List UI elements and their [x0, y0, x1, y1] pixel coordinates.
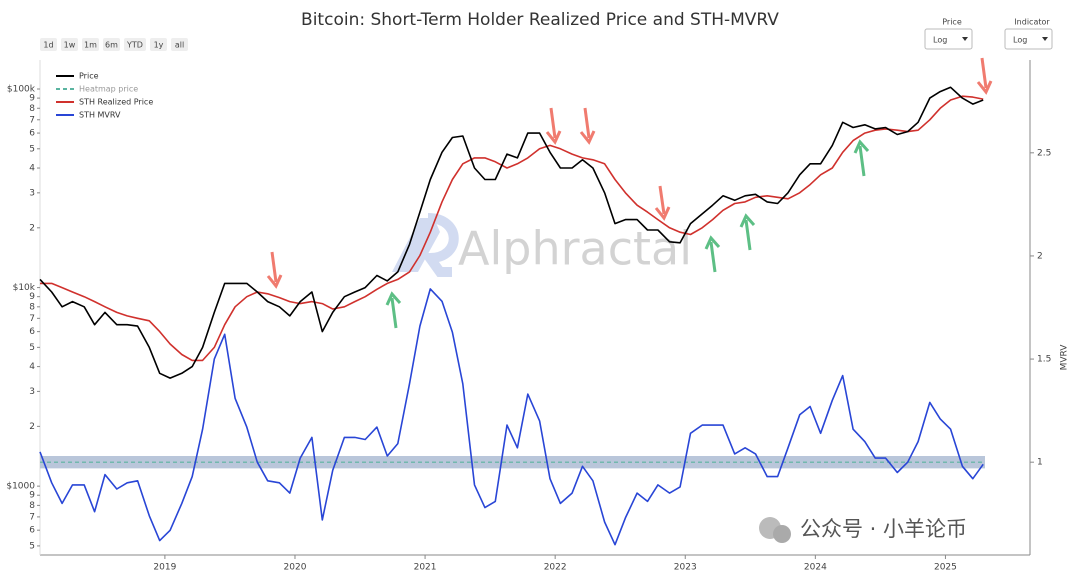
range-button[interactable]: 1y: [150, 38, 167, 51]
range-button-bg[interactable]: [171, 38, 188, 51]
range-button-bg[interactable]: [150, 38, 167, 51]
y-tick-label: 2: [29, 223, 35, 233]
watermark-logo: [420, 213, 459, 277]
range-button-label[interactable]: YTD: [126, 41, 143, 50]
series-line: [39, 86, 984, 379]
y-tick-label: $100k: [7, 85, 36, 95]
control-label: Price: [942, 18, 962, 27]
red-arrow: [545, 107, 562, 145]
range-button-bg[interactable]: [124, 38, 146, 51]
y-tick-label: $1000: [6, 482, 35, 492]
chart-title: Bitcoin: Short-Term Holder Realized Pric…: [301, 10, 779, 30]
y-tick-label: 8: [29, 501, 35, 511]
legend-label: Price: [79, 72, 99, 81]
green-arrow: [853, 139, 870, 177]
footer: 公众号 · 小羊论币: [759, 517, 967, 543]
range-button-label[interactable]: 1d: [43, 41, 53, 50]
footer-text: 公众号 · 小羊论币: [800, 517, 967, 541]
y-tick-label: 3: [29, 387, 35, 397]
watermark: Alphractal: [392, 213, 692, 277]
x-tick-label: 2020: [284, 563, 307, 573]
range-button[interactable]: 1m: [82, 38, 99, 51]
y-tick-label: 4: [29, 164, 35, 174]
x-tick-label: 2019: [153, 563, 176, 573]
y2-tick-label: 1: [1037, 458, 1043, 468]
control-label: Indicator: [1014, 18, 1050, 27]
dropdown-box[interactable]: [924, 28, 973, 50]
green-arrow: [704, 235, 721, 273]
annotation-arrows: [266, 57, 993, 329]
y-tick-label: 6: [29, 327, 35, 337]
y-tick-label: 6: [29, 129, 35, 139]
series-line: [39, 288, 984, 546]
x-tick-label: 2024: [804, 563, 827, 573]
dropdown[interactable]: Log: [924, 28, 973, 50]
range-button-bg[interactable]: [103, 38, 120, 51]
range-button-label[interactable]: 1w: [64, 41, 76, 50]
y-tick-label: 6: [29, 526, 35, 536]
y2-tick-label: 2.5: [1037, 148, 1051, 158]
red-arrow: [579, 107, 596, 145]
x-tick-label: 2022: [544, 563, 567, 573]
x-tick-label: 2025: [934, 563, 957, 573]
y-tick-label: 2: [29, 422, 35, 432]
range-button-label[interactable]: 1m: [84, 41, 97, 50]
green-arrow: [385, 291, 402, 329]
y-tick-label: 5: [29, 541, 35, 551]
wechat-icon: [773, 525, 791, 543]
red-arrow: [654, 185, 671, 221]
x-tick-label: 2023: [674, 563, 697, 573]
y-tick-label: $10k: [13, 283, 36, 293]
y-tick-label: 9: [29, 292, 35, 302]
y2-axis-title: MVRV: [1060, 344, 1070, 371]
y-tick-label: 3: [29, 188, 35, 198]
y2-tick-label: 1.5: [1037, 355, 1051, 365]
x-tick-label: 2021: [414, 563, 437, 573]
range-button[interactable]: 1d: [40, 38, 57, 51]
y2-tick-label: 2: [1037, 251, 1043, 261]
range-button[interactable]: YTD: [124, 38, 146, 51]
y-tick-label: 9: [29, 491, 35, 501]
range-button-bg[interactable]: [82, 38, 99, 51]
y-tick-label: 8: [29, 302, 35, 312]
green-arrow: [739, 213, 756, 251]
range-button-label[interactable]: 6m: [105, 41, 118, 50]
range-button[interactable]: all: [171, 38, 188, 51]
y-tick-label: 4: [29, 362, 35, 372]
dropdown-value[interactable]: Log: [933, 36, 947, 45]
dropdown-caret[interactable]: [962, 37, 968, 41]
legend-label: STH Realized Price: [79, 98, 153, 107]
red-arrow: [266, 251, 283, 289]
dropdown-value[interactable]: Log: [1013, 36, 1027, 45]
range-button-bg[interactable]: [40, 38, 57, 51]
y-tick-label: 5: [29, 343, 35, 353]
dropdown-box[interactable]: [1004, 28, 1053, 50]
legend-label: Heatmap price: [79, 85, 138, 94]
y-tick-label: 7: [29, 512, 35, 522]
range-button[interactable]: 6m: [103, 38, 120, 51]
y-tick-label: 7: [29, 115, 35, 125]
y-tick-label: 7: [29, 314, 35, 324]
dropdown-caret[interactable]: [1042, 37, 1048, 41]
range-button[interactable]: 1w: [61, 38, 78, 51]
range-button-bg[interactable]: [61, 38, 78, 51]
red-arrow: [976, 57, 993, 95]
legend-label: STH MVRV: [79, 111, 121, 120]
series-line: [40, 95, 984, 362]
dropdown[interactable]: Log: [1004, 28, 1053, 50]
range-button-label[interactable]: all: [175, 41, 184, 50]
y-tick-label: 8: [29, 104, 35, 114]
y-tick-label: 5: [29, 144, 35, 154]
y-tick-label: 9: [29, 94, 35, 104]
range-button-label[interactable]: 1y: [154, 41, 164, 50]
